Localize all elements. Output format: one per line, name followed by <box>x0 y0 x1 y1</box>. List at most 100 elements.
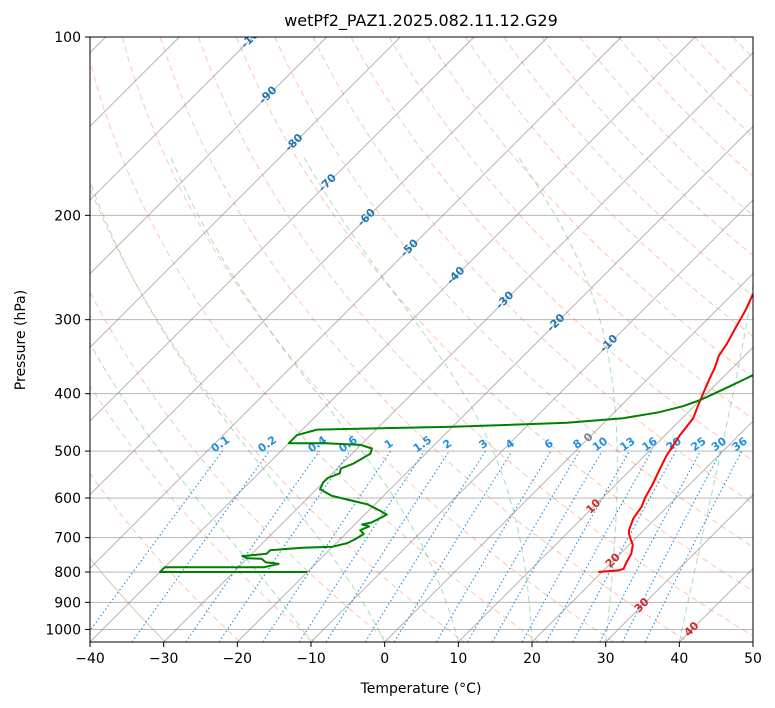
y-axis-title: Pressure (hPa) <box>13 290 29 390</box>
x-tick-label: 30 <box>597 651 615 667</box>
moist-adiabat <box>518 157 618 642</box>
y-tick-label: 200 <box>54 208 81 224</box>
mixing-ratio-line <box>599 450 701 642</box>
isotherm <box>163 52 753 642</box>
mixing-ratio-line <box>90 450 223 632</box>
y-tick-label: 900 <box>54 595 81 611</box>
dry-adiabat <box>312 37 753 505</box>
mixing-ratio-line <box>521 450 630 642</box>
profile-lines <box>159 291 753 573</box>
x-tick-label: 40 <box>670 651 688 667</box>
isotherm-label: -20 <box>544 311 567 334</box>
isotherm-label: -10 <box>597 332 620 355</box>
isotherm <box>605 494 753 642</box>
y-tick-label: 800 <box>54 565 81 581</box>
isotherm <box>679 567 753 642</box>
dry-adiabat <box>159 37 689 642</box>
isotherm <box>90 37 327 275</box>
isotherm <box>90 37 696 642</box>
isotherm <box>90 37 254 201</box>
dewpoint-profile <box>159 374 753 573</box>
mixing-ratio-line <box>364 450 486 642</box>
x-tick-label: 0 <box>380 651 389 667</box>
mixing-ratio-line <box>325 450 450 642</box>
mixing-ratio-label: 1 <box>382 437 396 452</box>
dry-adiabat <box>90 472 241 642</box>
dry-adiabat <box>656 37 753 138</box>
mixing-ratio-line <box>435 450 552 642</box>
mixing-ratio-line <box>218 450 351 642</box>
axes: −40 −30 −20 −10 0 10 20 30 40 5010020030040050060… <box>45 30 762 667</box>
isotherm-label: -30 <box>493 288 516 311</box>
isotherm-label: 40 <box>682 619 702 639</box>
isotherm <box>752 641 753 642</box>
x-tick-label: −40 <box>75 651 105 667</box>
dry-adiabat <box>274 37 753 548</box>
mixing-ratio-line <box>393 450 513 642</box>
y-tick-label: 500 <box>54 444 81 460</box>
isotherm <box>458 346 753 642</box>
dry-adiabat <box>90 384 316 642</box>
mixing-ratio-line <box>185 450 320 642</box>
dry-adiabat <box>579 37 753 217</box>
isotherm-label: 30 <box>632 595 652 615</box>
dry-adiabat <box>771 37 775 642</box>
isotherm <box>90 37 622 569</box>
y-tick-label: 700 <box>54 531 81 547</box>
mixing-ratio-label: 1.5 <box>411 433 434 455</box>
mixing-ratio-line <box>545 450 653 642</box>
moist-adiabat <box>170 157 459 642</box>
dry-adiabat <box>732 37 753 59</box>
x-tick-label: −30 <box>149 651 179 667</box>
dry-adiabat <box>90 291 390 642</box>
background-lines <box>90 37 775 642</box>
isotherm-label: -80 <box>282 131 305 154</box>
isotherm <box>384 273 753 642</box>
y-tick-label: 100 <box>54 30 81 46</box>
mixing-ratio-line <box>131 450 270 642</box>
dry-adiabat <box>465 37 753 337</box>
mixing-ratio-line <box>572 450 677 642</box>
x-tick-label: 10 <box>449 651 467 667</box>
y-tick-label: 1000 <box>45 622 81 638</box>
x-tick-label: 50 <box>744 651 762 667</box>
isotherm <box>237 125 753 642</box>
dry-adiabat <box>236 37 753 592</box>
dry-adiabat <box>426 37 753 378</box>
plot-frame <box>89 36 754 643</box>
mixing-ratio-label: 6 <box>542 437 556 452</box>
mixing-ratio-label: 4 <box>503 437 517 452</box>
isotherm <box>90 37 401 348</box>
mixing-ratio-label: 2 <box>440 437 454 452</box>
isotherm <box>531 420 753 642</box>
isotherm-label: -90 <box>256 83 279 106</box>
moist-adiabat <box>303 157 533 642</box>
isotherm <box>90 37 548 496</box>
chart-title: wetPf2_PAZ1.2025.082.11.12.G29 <box>284 11 558 31</box>
dry-adiabat <box>388 37 753 420</box>
x-tick-label: 20 <box>523 651 541 667</box>
isotherm-label: -50 <box>398 236 421 259</box>
dry-adiabat <box>121 37 614 642</box>
x-tick-label: −20 <box>223 651 253 667</box>
isotherm-label: 10 <box>583 496 603 516</box>
mixing-ratio-label: 0.2 <box>256 433 279 455</box>
temperature-profile <box>598 291 753 573</box>
mixing-ratio-line <box>262 450 392 642</box>
y-tick-label: 300 <box>54 313 81 329</box>
dry-adiabat <box>90 59 540 642</box>
moist-adiabat <box>90 180 386 642</box>
isotherm-label: -60 <box>355 206 378 229</box>
isotherm <box>310 199 753 642</box>
x-tick-label: −10 <box>296 651 326 667</box>
moist-adiabat <box>90 342 312 642</box>
isotherm-label: -40 <box>444 264 467 287</box>
mixing-ratio-line <box>621 450 722 642</box>
mixing-ratio-label: 0.1 <box>209 433 232 455</box>
line-labels: 0.1 0.2 0.4 0.6 1 1.5 2 3 4 6 8 10 13 16 20 25 30 36-100-… <box>209 37 750 639</box>
dry-adiabat <box>541 37 753 257</box>
mixing-ratio-label: 3 <box>477 437 491 452</box>
dry-adiabat <box>198 37 753 637</box>
mixing-ratio-line <box>644 450 743 642</box>
